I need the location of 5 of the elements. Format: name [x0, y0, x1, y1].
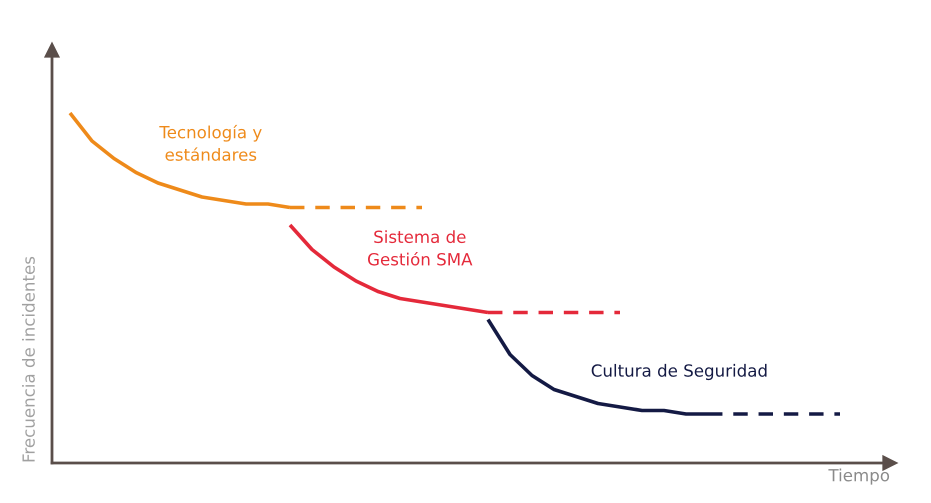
series-label: Sistema de Gestión SMA — [368, 230, 472, 266]
x-axis-title: Tiempo — [828, 468, 890, 485]
series-label: Tecnología y estándares — [159, 124, 262, 161]
y-axis-title: Frecuencia de incidentes — [22, 256, 35, 462]
series-label: Cultura de Seguridad — [592, 364, 767, 380]
